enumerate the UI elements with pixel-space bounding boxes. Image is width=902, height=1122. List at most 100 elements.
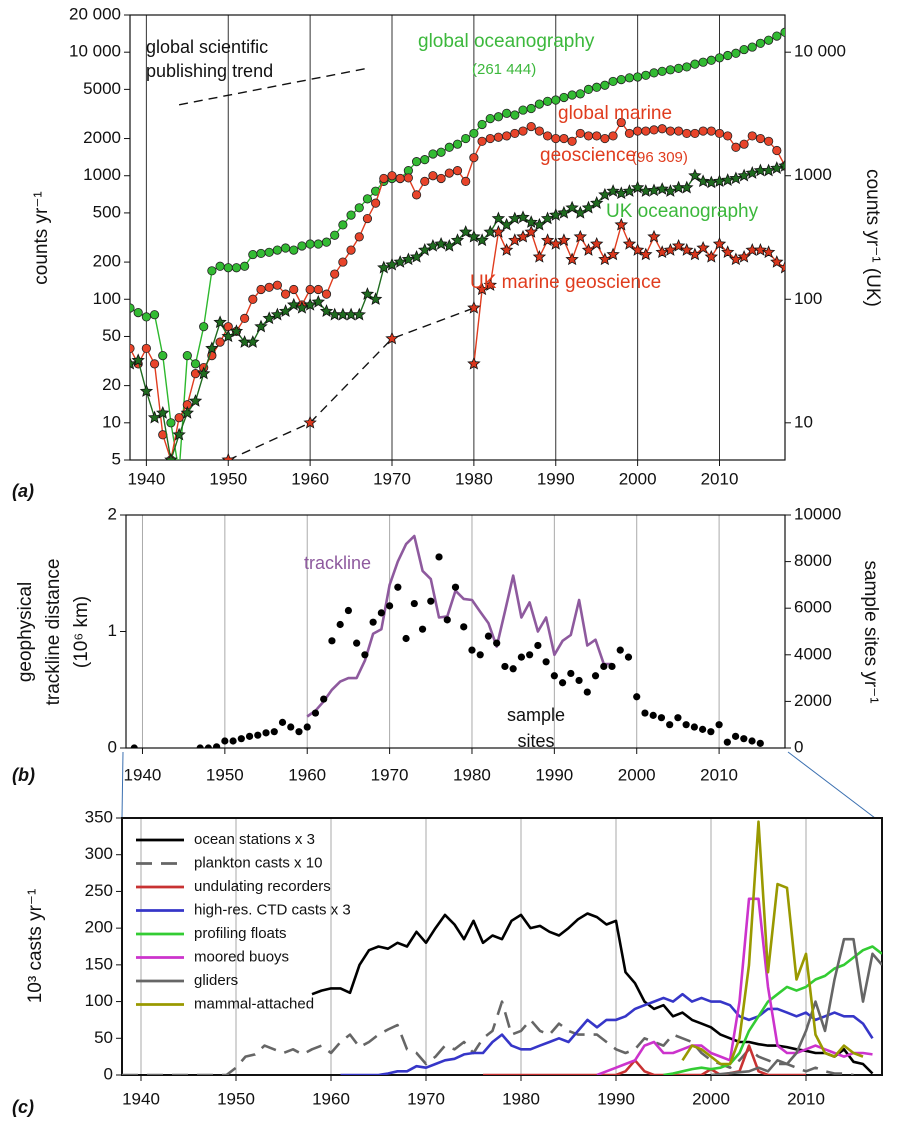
panel-label: (c) <box>12 1097 34 1117</box>
scatter-point <box>353 639 361 647</box>
data-point <box>149 359 160 369</box>
y2-tick-label: 100 <box>794 289 822 308</box>
data-point <box>452 166 463 176</box>
scatter-point <box>641 709 649 717</box>
data-point <box>532 249 547 263</box>
x-tick-label: 1970 <box>371 765 409 784</box>
data-point <box>130 343 135 354</box>
data-point <box>346 210 356 220</box>
data-point <box>739 139 749 149</box>
annotation: sample <box>507 705 565 725</box>
data-point <box>551 133 561 144</box>
data-point <box>592 131 602 141</box>
data-point <box>139 384 154 397</box>
data-point <box>549 236 563 250</box>
scatter-point <box>245 732 254 740</box>
data-point <box>305 284 315 295</box>
data-point <box>254 319 268 333</box>
data-point <box>270 307 285 321</box>
data-point <box>745 166 760 179</box>
y2-tick-label: 2000 <box>794 691 832 710</box>
data-point <box>624 73 635 83</box>
data-point <box>158 350 168 361</box>
data-point <box>221 329 236 343</box>
data-point <box>387 171 397 181</box>
data-point <box>262 311 276 325</box>
data-point <box>575 128 585 139</box>
data-point <box>761 163 776 177</box>
scatter-point <box>748 737 756 745</box>
data-point <box>213 315 227 329</box>
data-point <box>690 128 700 139</box>
scatter-point <box>213 743 221 748</box>
data-point <box>130 356 137 370</box>
data-point <box>256 284 266 295</box>
data-point <box>573 205 587 219</box>
scatter-point <box>476 651 484 659</box>
data-point <box>215 337 225 347</box>
y2-tick-label: 10000 <box>794 504 841 523</box>
data-point <box>395 173 405 184</box>
data-point <box>264 282 274 292</box>
data-point <box>493 132 504 142</box>
y-tick-label: 5 <box>112 449 121 468</box>
data-point <box>606 184 620 197</box>
x-tick-label: 2010 <box>787 1089 825 1108</box>
data-point <box>551 95 561 105</box>
scatter-point <box>336 620 344 629</box>
data-point <box>231 263 242 273</box>
panel-label: (b) <box>12 765 35 785</box>
scatter-point <box>196 744 204 748</box>
y2-tick-label: 6000 <box>794 598 832 617</box>
data-point <box>130 303 135 313</box>
plot-frame <box>129 14 786 461</box>
data-point <box>698 57 708 67</box>
data-point <box>712 236 727 250</box>
data-point <box>641 70 651 80</box>
data-point <box>590 196 604 209</box>
y-tick-label: 200 <box>93 252 121 271</box>
x-tick-label: 2010 <box>700 765 738 784</box>
data-point <box>780 27 785 37</box>
data-point <box>303 415 317 429</box>
data-point <box>688 168 702 182</box>
data-point <box>778 260 785 274</box>
scatter-point <box>600 662 608 671</box>
data-point <box>534 99 544 109</box>
data-point <box>338 220 348 230</box>
data-point <box>770 161 784 174</box>
data-point <box>289 245 299 255</box>
y2-tick-label: 8000 <box>794 551 832 570</box>
data-point <box>704 249 718 263</box>
scatter-point <box>723 738 731 746</box>
scatter-point <box>674 714 682 722</box>
data-point <box>729 171 743 185</box>
scatter-point <box>278 718 287 726</box>
scatter-point <box>204 744 212 748</box>
data-point <box>207 266 217 276</box>
y-axis-label: (10⁶ km) <box>71 596 92 668</box>
annotation: (261 444) <box>472 61 536 78</box>
data-point <box>330 269 340 279</box>
y-tick-label: 50 <box>94 1028 113 1047</box>
x-tick-label: 1950 <box>206 765 244 784</box>
data-point <box>575 89 585 99</box>
data-point <box>229 324 244 338</box>
data-point <box>614 217 629 231</box>
data-point <box>297 241 307 251</box>
data-point <box>411 157 422 167</box>
data-point <box>608 76 618 87</box>
y-tick-label: 1000 <box>83 165 121 184</box>
data-point <box>764 136 774 146</box>
data-point <box>502 108 512 118</box>
data-point <box>764 35 774 45</box>
data-point <box>450 233 465 247</box>
annotation: global oceanography <box>418 31 595 52</box>
data-point <box>321 289 332 299</box>
data-point <box>714 53 725 63</box>
scatter-point <box>608 662 616 671</box>
x-tick-label: 1960 <box>288 765 326 784</box>
scatter-point <box>567 669 575 678</box>
x-tick-label: 1940 <box>124 765 162 784</box>
data-point <box>338 257 348 267</box>
